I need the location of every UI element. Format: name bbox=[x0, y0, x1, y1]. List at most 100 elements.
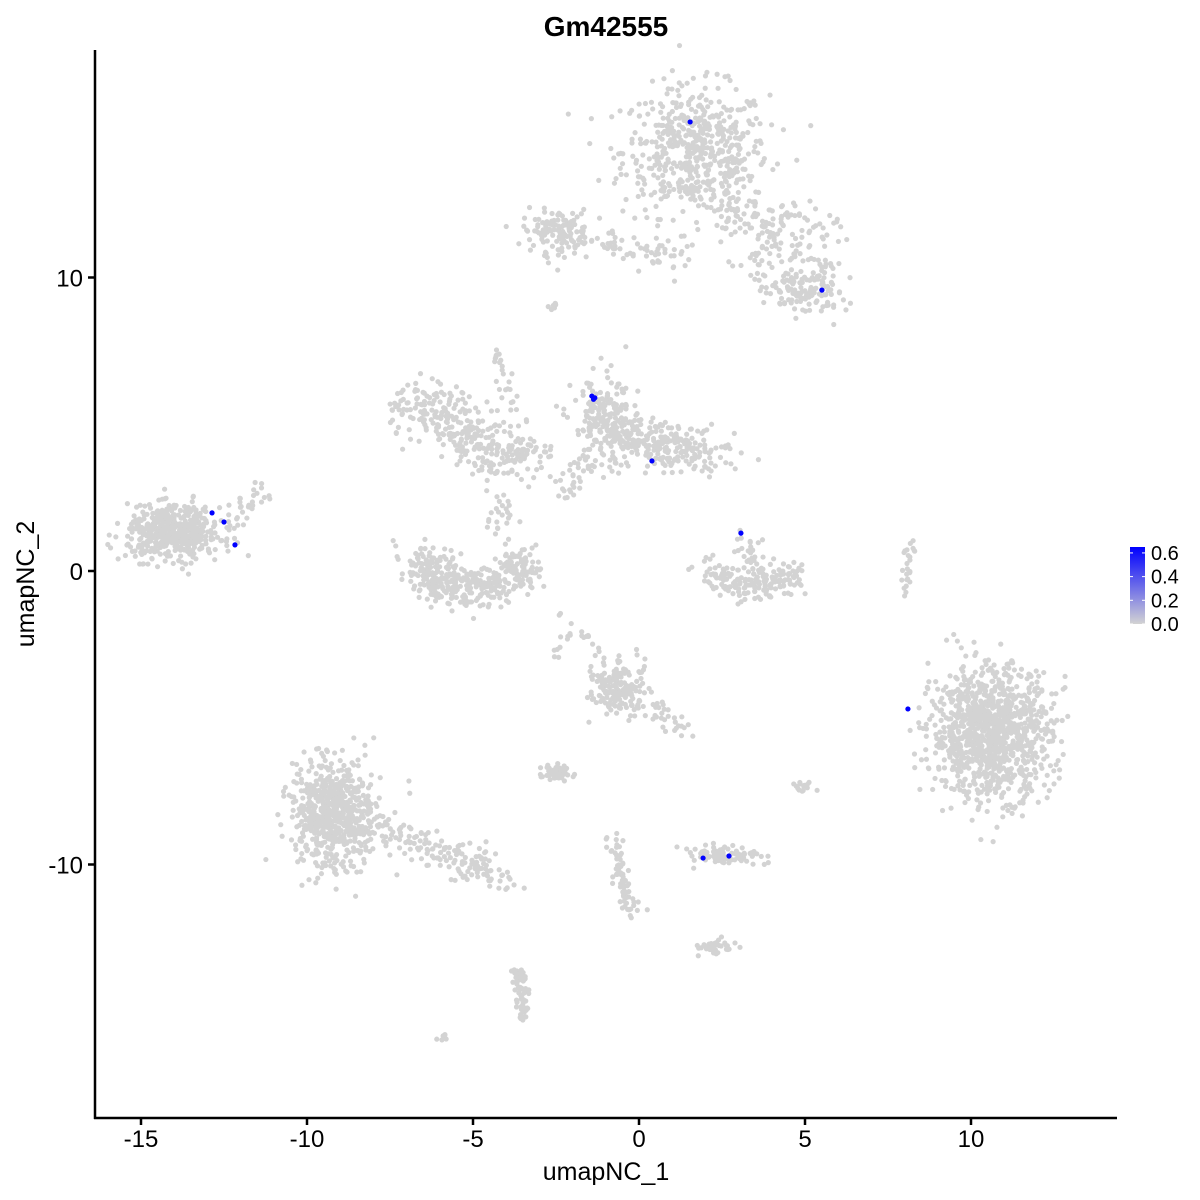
cell-point bbox=[314, 746, 320, 752]
cell-point bbox=[505, 498, 511, 504]
cell-point bbox=[507, 555, 513, 561]
cell-point bbox=[563, 240, 570, 246]
cell-point bbox=[693, 109, 699, 115]
cell-point bbox=[974, 710, 981, 716]
cell-point bbox=[430, 545, 436, 551]
cell-point bbox=[452, 857, 458, 864]
cell-point bbox=[556, 493, 562, 499]
cell-point bbox=[451, 405, 457, 411]
cell-point bbox=[927, 716, 933, 722]
cell-point bbox=[761, 224, 767, 230]
cell-point bbox=[716, 160, 722, 166]
cell-point bbox=[575, 465, 581, 471]
cell-point bbox=[227, 523, 233, 529]
cell-point bbox=[957, 787, 963, 793]
cell-point bbox=[612, 234, 618, 241]
cell-point bbox=[986, 743, 992, 749]
cell-point bbox=[726, 183, 732, 189]
cell-point bbox=[987, 755, 993, 761]
cell-point bbox=[669, 119, 675, 125]
cell-point bbox=[1059, 717, 1065, 724]
cell-point bbox=[673, 431, 679, 437]
cell-point bbox=[616, 151, 622, 157]
cell-point bbox=[137, 517, 143, 523]
cell-point bbox=[667, 140, 673, 146]
cell-point bbox=[767, 593, 773, 599]
cell-point bbox=[580, 452, 586, 459]
cell-point bbox=[971, 774, 978, 780]
cell-point bbox=[1058, 738, 1065, 745]
cell-point bbox=[698, 104, 704, 110]
cell-point bbox=[515, 446, 521, 453]
cell-point bbox=[344, 777, 351, 783]
cell-point bbox=[963, 688, 969, 695]
cell-point bbox=[966, 789, 972, 795]
cell-point bbox=[636, 268, 642, 274]
cell-point bbox=[142, 503, 148, 509]
cell-point bbox=[950, 724, 956, 730]
cell-point bbox=[718, 170, 724, 176]
cell-point bbox=[412, 834, 418, 841]
cell-point bbox=[997, 684, 1003, 690]
cell-point bbox=[827, 212, 833, 219]
cell-point bbox=[724, 565, 730, 571]
cell-point bbox=[684, 452, 690, 459]
cell-point bbox=[620, 428, 626, 434]
cell-point bbox=[1018, 721, 1024, 727]
cell-point bbox=[178, 553, 184, 559]
cell-point bbox=[415, 556, 421, 562]
cell-point bbox=[760, 159, 766, 165]
cell-point bbox=[689, 242, 695, 248]
cell-point bbox=[200, 506, 206, 512]
cell-point bbox=[208, 528, 214, 534]
cell-point bbox=[429, 570, 435, 576]
cell-point bbox=[1034, 679, 1040, 685]
cell-point bbox=[115, 556, 121, 562]
cell-point bbox=[496, 386, 503, 393]
cell-point bbox=[1065, 713, 1071, 719]
cell-point bbox=[333, 776, 340, 782]
cell-point bbox=[923, 721, 929, 727]
cell-point bbox=[1038, 714, 1044, 720]
cell-point bbox=[503, 387, 509, 393]
cell-point bbox=[601, 407, 608, 413]
cell-point bbox=[597, 389, 604, 396]
cell-point bbox=[688, 190, 694, 196]
cell-point bbox=[781, 279, 787, 285]
cell-point bbox=[559, 248, 565, 254]
cell-point bbox=[404, 407, 410, 413]
cell-point bbox=[989, 668, 995, 674]
cell-point bbox=[705, 167, 711, 174]
cell-point bbox=[983, 661, 989, 668]
cell-point bbox=[428, 587, 434, 593]
cell-point bbox=[416, 588, 422, 594]
cell-point bbox=[759, 258, 765, 264]
cell-point bbox=[657, 134, 663, 140]
cell-point bbox=[354, 808, 360, 814]
cell-point bbox=[435, 584, 441, 590]
cell-point bbox=[144, 543, 151, 549]
cell-point bbox=[604, 368, 610, 374]
cell-point bbox=[780, 127, 787, 133]
cell-point bbox=[197, 510, 203, 517]
cell-point bbox=[1021, 781, 1027, 787]
cell-point bbox=[747, 538, 753, 544]
cell-point bbox=[605, 399, 611, 406]
cell-point bbox=[701, 558, 707, 564]
cell-point bbox=[413, 380, 419, 386]
cell-point bbox=[666, 455, 673, 461]
cell-point bbox=[1029, 681, 1035, 687]
cell-point bbox=[198, 522, 204, 529]
cell-point bbox=[612, 411, 618, 417]
cell-point bbox=[712, 463, 718, 469]
cell-point bbox=[755, 250, 762, 256]
cell-point bbox=[231, 525, 237, 531]
cell-point bbox=[1028, 720, 1034, 726]
cell-point bbox=[992, 741, 999, 747]
cell-point bbox=[584, 414, 590, 420]
cell-point bbox=[313, 835, 320, 841]
cell-point bbox=[162, 558, 168, 564]
cell-point bbox=[949, 699, 955, 705]
cell-point bbox=[770, 166, 776, 173]
cell-point bbox=[608, 380, 614, 386]
